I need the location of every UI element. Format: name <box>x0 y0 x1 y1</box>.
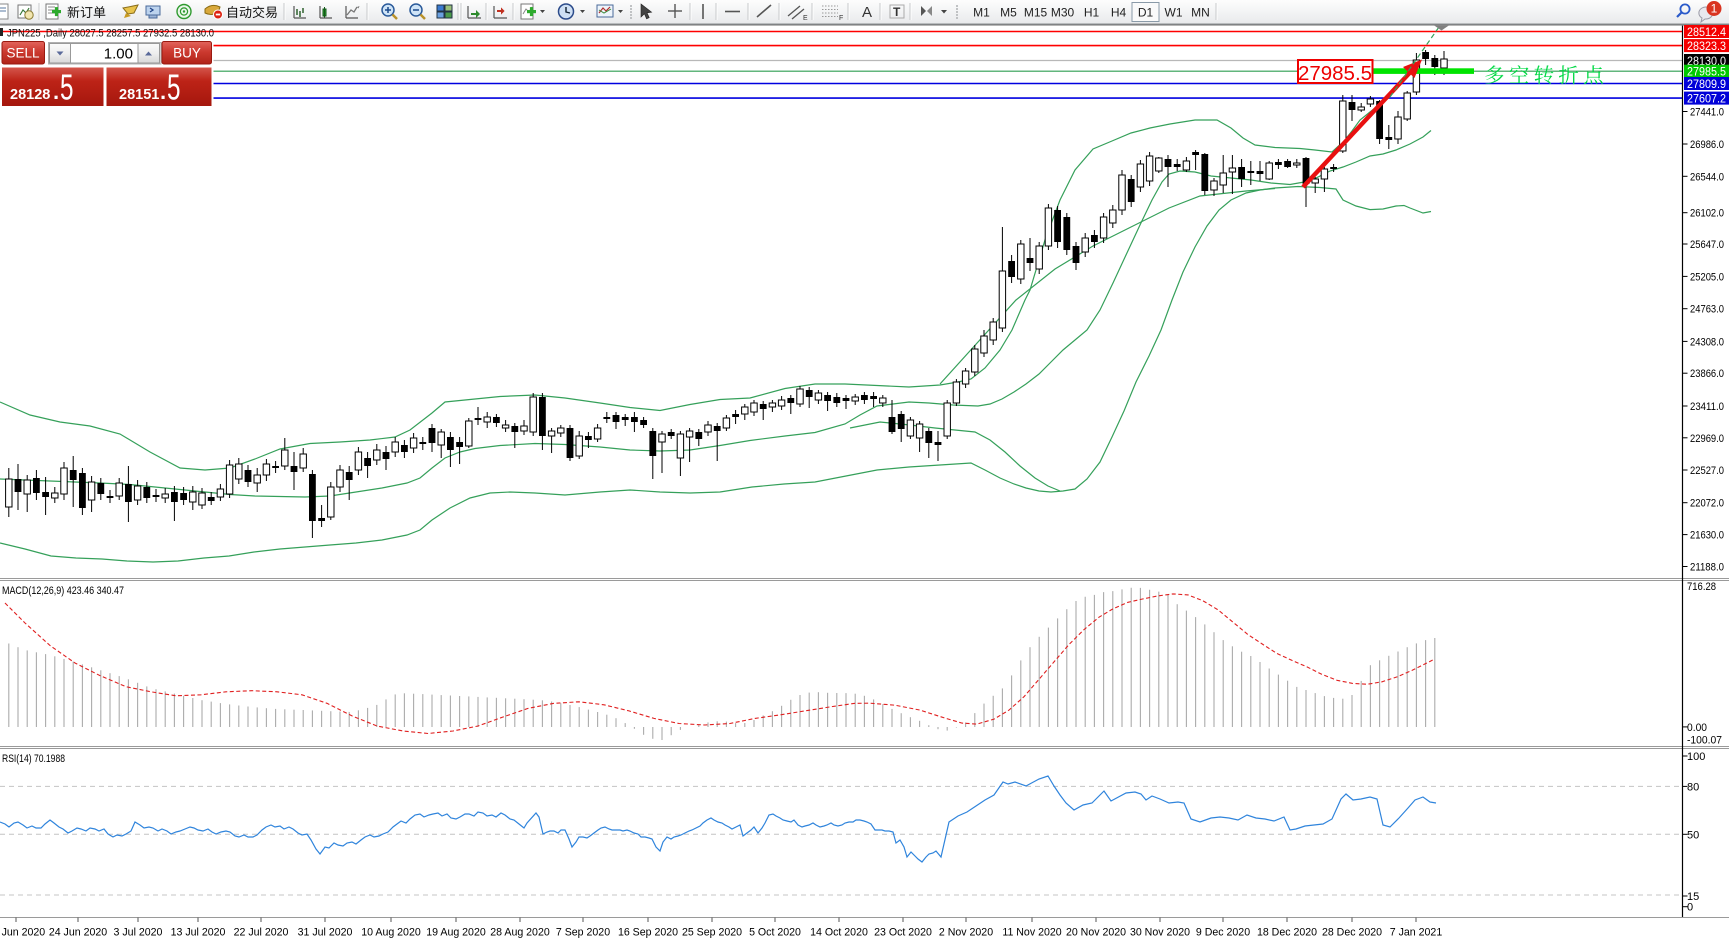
svg-text:25 Sep 2020: 25 Sep 2020 <box>682 927 742 939</box>
svg-text:27607.2: 27607.2 <box>1687 94 1726 106</box>
svg-text:T: T <box>893 5 901 19</box>
svg-text:9 Dec 2020: 9 Dec 2020 <box>1196 927 1250 939</box>
svg-text:28 Aug 2020: 28 Aug 2020 <box>490 927 550 939</box>
svg-text:M5: M5 <box>1000 6 1017 20</box>
svg-text:18 Dec 2020: 18 Dec 2020 <box>1257 927 1317 939</box>
svg-text:21630.0: 21630.0 <box>1690 530 1724 542</box>
svg-text:50: 50 <box>1687 829 1699 841</box>
svg-text:14 Oct 2020: 14 Oct 2020 <box>810 927 868 939</box>
svg-text:27809.9: 27809.9 <box>1687 79 1726 91</box>
svg-text:24763.0: 24763.0 <box>1690 304 1724 316</box>
svg-text:SELL: SELL <box>6 46 40 61</box>
svg-text:M30: M30 <box>1051 6 1075 20</box>
svg-text:26544.0: 26544.0 <box>1690 171 1724 183</box>
svg-text:10 Aug 2020: 10 Aug 2020 <box>361 927 421 939</box>
svg-text:H1: H1 <box>1084 6 1100 20</box>
svg-text:23 Oct 2020: 23 Oct 2020 <box>874 927 932 939</box>
svg-text:716.28: 716.28 <box>1687 581 1716 593</box>
svg-text:27985.5: 27985.5 <box>1298 62 1372 85</box>
svg-text:1.00: 1.00 <box>104 46 133 63</box>
svg-text:31 Jul 2020: 31 Jul 2020 <box>298 927 353 939</box>
svg-text:0.00: 0.00 <box>1687 722 1707 734</box>
svg-text:28 Dec 2020: 28 Dec 2020 <box>1322 927 1382 939</box>
svg-text:22527.0: 22527.0 <box>1690 465 1724 477</box>
svg-text:2 Nov 2020: 2 Nov 2020 <box>939 927 993 939</box>
svg-text:80: 80 <box>1687 781 1699 793</box>
svg-text:M1: M1 <box>973 6 990 20</box>
svg-text:19 Aug 2020: 19 Aug 2020 <box>426 927 486 939</box>
svg-text:MN: MN <box>1191 6 1210 20</box>
svg-text:24 Jun 2020: 24 Jun 2020 <box>49 927 107 939</box>
svg-text:3 Jul 2020: 3 Jul 2020 <box>114 927 163 939</box>
svg-text:26102.0: 26102.0 <box>1690 208 1724 220</box>
svg-text:28323.3: 28323.3 <box>1687 41 1726 53</box>
svg-text:15: 15 <box>1687 891 1699 903</box>
svg-text:30 Nov 2020: 30 Nov 2020 <box>1130 927 1190 939</box>
svg-text:H4: H4 <box>1111 6 1127 20</box>
svg-text:5 Oct 2020: 5 Oct 2020 <box>749 927 801 939</box>
svg-text:.: . <box>160 79 166 104</box>
svg-text:22072.0: 22072.0 <box>1690 498 1724 510</box>
svg-text:24308.0: 24308.0 <box>1690 336 1724 348</box>
svg-text:20 Nov 2020: 20 Nov 2020 <box>1066 927 1126 939</box>
svg-text:5: 5 <box>167 67 181 108</box>
svg-text:11 Nov 2020: 11 Nov 2020 <box>1002 927 1061 939</box>
svg-text:15 Jun 2020: 15 Jun 2020 <box>0 927 45 939</box>
svg-text:21188.0: 21188.0 <box>1690 562 1724 574</box>
svg-text:A: A <box>862 4 872 21</box>
svg-text:JPN225 ,Daily 28027.5 28257.5: JPN225 ,Daily 28027.5 28257.5 27932.5 28… <box>7 28 214 40</box>
svg-text:D1: D1 <box>1138 6 1154 20</box>
svg-text:28128: 28128 <box>10 87 50 103</box>
svg-text:25205.0: 25205.0 <box>1690 271 1724 283</box>
svg-text:7 Sep 2020: 7 Sep 2020 <box>556 927 610 939</box>
svg-text:28512.4: 28512.4 <box>1687 27 1727 39</box>
svg-text:27441.0: 27441.0 <box>1690 107 1724 119</box>
svg-text:1: 1 <box>1711 2 1718 16</box>
svg-text:.: . <box>53 79 59 104</box>
svg-text:23411.0: 23411.0 <box>1690 401 1724 413</box>
svg-text:25647.0: 25647.0 <box>1690 239 1724 251</box>
svg-text:7 Jan 2021: 7 Jan 2021 <box>1390 927 1443 939</box>
svg-text:F: F <box>839 15 843 22</box>
svg-text:BUY: BUY <box>173 46 201 61</box>
svg-text:27985.5: 27985.5 <box>1687 67 1726 79</box>
svg-text:26986.0: 26986.0 <box>1690 139 1724 151</box>
svg-text:RSI(14) 70.1988: RSI(14) 70.1988 <box>2 753 65 765</box>
svg-text:MACD(12,26,9) 423.46 340.47: MACD(12,26,9) 423.46 340.47 <box>2 585 124 597</box>
svg-text:23866.0: 23866.0 <box>1690 368 1724 380</box>
svg-text:22969.0: 22969.0 <box>1690 433 1724 445</box>
svg-text:-100.07: -100.07 <box>1687 735 1722 747</box>
svg-text:22 Jul 2020: 22 Jul 2020 <box>234 927 289 939</box>
svg-text:E: E <box>803 15 808 22</box>
svg-text:28151: 28151 <box>119 87 159 103</box>
svg-text:0: 0 <box>1687 902 1693 914</box>
svg-text:M15: M15 <box>1024 6 1048 20</box>
svg-text:5: 5 <box>60 67 74 108</box>
svg-text:13 Jul 2020: 13 Jul 2020 <box>171 927 226 939</box>
svg-text:16 Sep 2020: 16 Sep 2020 <box>618 927 678 939</box>
svg-text:100: 100 <box>1687 751 1705 763</box>
svg-text:W1: W1 <box>1165 6 1183 20</box>
